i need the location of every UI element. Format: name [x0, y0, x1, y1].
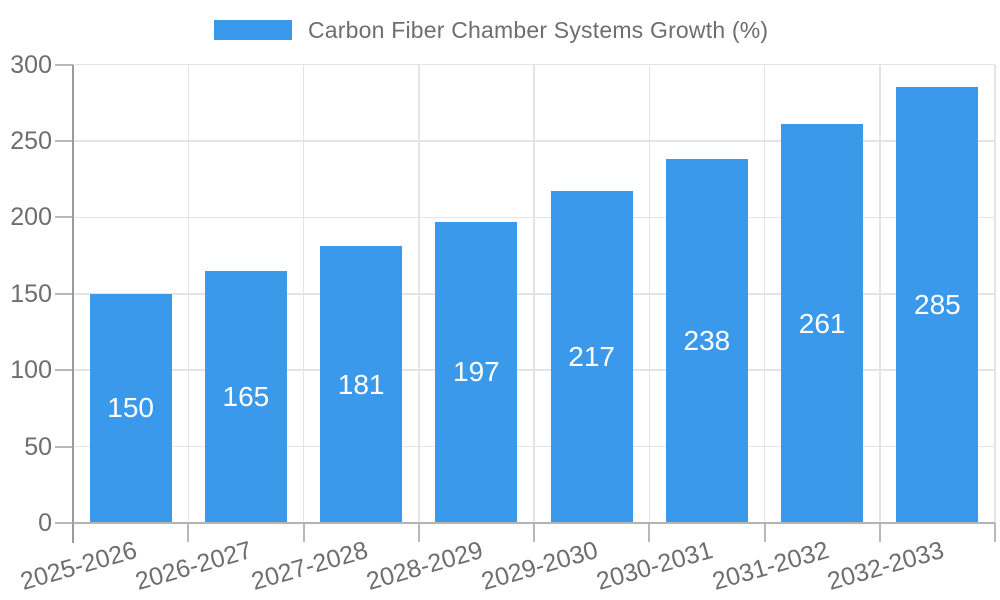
x-tick	[417, 523, 420, 542]
bar[interactable]	[896, 87, 979, 523]
x-tick	[648, 523, 651, 542]
bar[interactable]	[665, 159, 748, 523]
bar-value-label: 261	[798, 307, 846, 339]
bar-value-label: 238	[683, 325, 731, 357]
bar[interactable]	[550, 191, 633, 523]
legend-label: Carbon Fiber Chamber Systems Growth (%)	[308, 17, 769, 43]
y-axis-line	[72, 64, 74, 543]
x-tick	[187, 523, 190, 542]
y-tick	[55, 139, 73, 142]
bar[interactable]	[435, 221, 518, 523]
x-tick-label: 2029-2030	[478, 536, 602, 596]
x-tick-label: 2025-2026	[17, 536, 141, 596]
legend-swatch	[214, 20, 292, 40]
y-tick-label: 150	[10, 279, 52, 308]
x-tick-label: 2030-2031	[593, 536, 717, 596]
x-gridline	[302, 64, 305, 523]
y-tick	[55, 292, 73, 295]
x-tick-label: 2028-2029	[363, 536, 486, 596]
x-tick-label: 2027-2028	[247, 536, 371, 596]
bar-value-label: 197	[453, 356, 500, 388]
y-tick-label: 200	[10, 203, 52, 232]
bar-value-label: 285	[914, 289, 961, 321]
y-tick-label: 300	[10, 50, 52, 79]
bar-value-label: 217	[568, 341, 615, 373]
y-tick	[55, 445, 73, 448]
y-tick	[55, 63, 73, 66]
x-gridline	[418, 64, 420, 523]
x-gridline	[187, 64, 189, 523]
y-tick-label: 100	[10, 356, 52, 385]
x-tick-label: 2031-2032	[708, 536, 832, 596]
x-tick	[878, 523, 881, 542]
bar-value-label: 181	[337, 368, 385, 400]
x-gridline	[648, 64, 650, 523]
x-gridline	[763, 64, 766, 523]
bar-value-label: 165	[222, 380, 270, 412]
x-gridline	[879, 64, 881, 523]
y-tick	[55, 216, 73, 219]
bar[interactable]	[781, 124, 864, 523]
x-tick	[302, 523, 305, 542]
y-tick	[55, 522, 73, 524]
x-tick-label: 2032-2033	[824, 536, 947, 596]
x-tick	[763, 523, 766, 542]
legend-item[interactable]: Carbon Fiber Chamber Systems Growth (%)	[214, 16, 768, 44]
bar[interactable]	[320, 246, 403, 523]
bar-value-label: 150	[107, 392, 154, 424]
bar[interactable]	[204, 270, 287, 523]
y-tick-label: 50	[24, 432, 52, 461]
bar[interactable]	[89, 293, 172, 523]
y-tick-label: 0	[38, 509, 52, 537]
x-tick	[533, 523, 535, 542]
x-axis-line	[73, 522, 995, 524]
x-tick-label: 2026-2027	[132, 536, 256, 596]
x-gridline	[533, 64, 535, 523]
y-tick-label: 250	[10, 126, 52, 155]
x-gridline	[994, 64, 996, 523]
x-tick	[994, 523, 996, 542]
y-tick	[55, 369, 73, 372]
